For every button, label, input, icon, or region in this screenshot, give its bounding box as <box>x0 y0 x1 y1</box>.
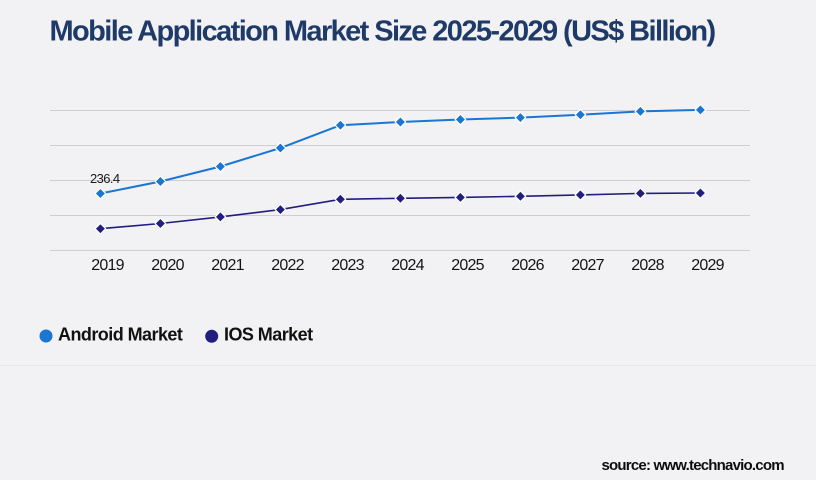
svg-text:2021: 2021 <box>211 257 244 274</box>
svg-text:2022: 2022 <box>271 257 304 274</box>
svg-text:2020: 2020 <box>151 257 184 274</box>
svg-text:Android Market: Android Market <box>58 325 183 345</box>
svg-text:2025: 2025 <box>451 257 484 274</box>
svg-text:2029: 2029 <box>691 257 724 274</box>
svg-text:IOS Market: IOS Market <box>224 325 313 345</box>
svg-text:Mobile Application Market Size: Mobile Application Market Size 2025-2029… <box>50 16 716 48</box>
svg-text:source: www.technavio.com: source: www.technavio.com <box>602 457 785 474</box>
svg-text:236.4: 236.4 <box>90 171 120 186</box>
svg-text:2023: 2023 <box>331 257 364 274</box>
svg-text:2024: 2024 <box>391 257 424 274</box>
svg-text:2027: 2027 <box>571 257 604 274</box>
svg-text:2026: 2026 <box>511 257 544 274</box>
svg-text:2028: 2028 <box>631 257 664 274</box>
svg-text:2019: 2019 <box>91 257 124 274</box>
